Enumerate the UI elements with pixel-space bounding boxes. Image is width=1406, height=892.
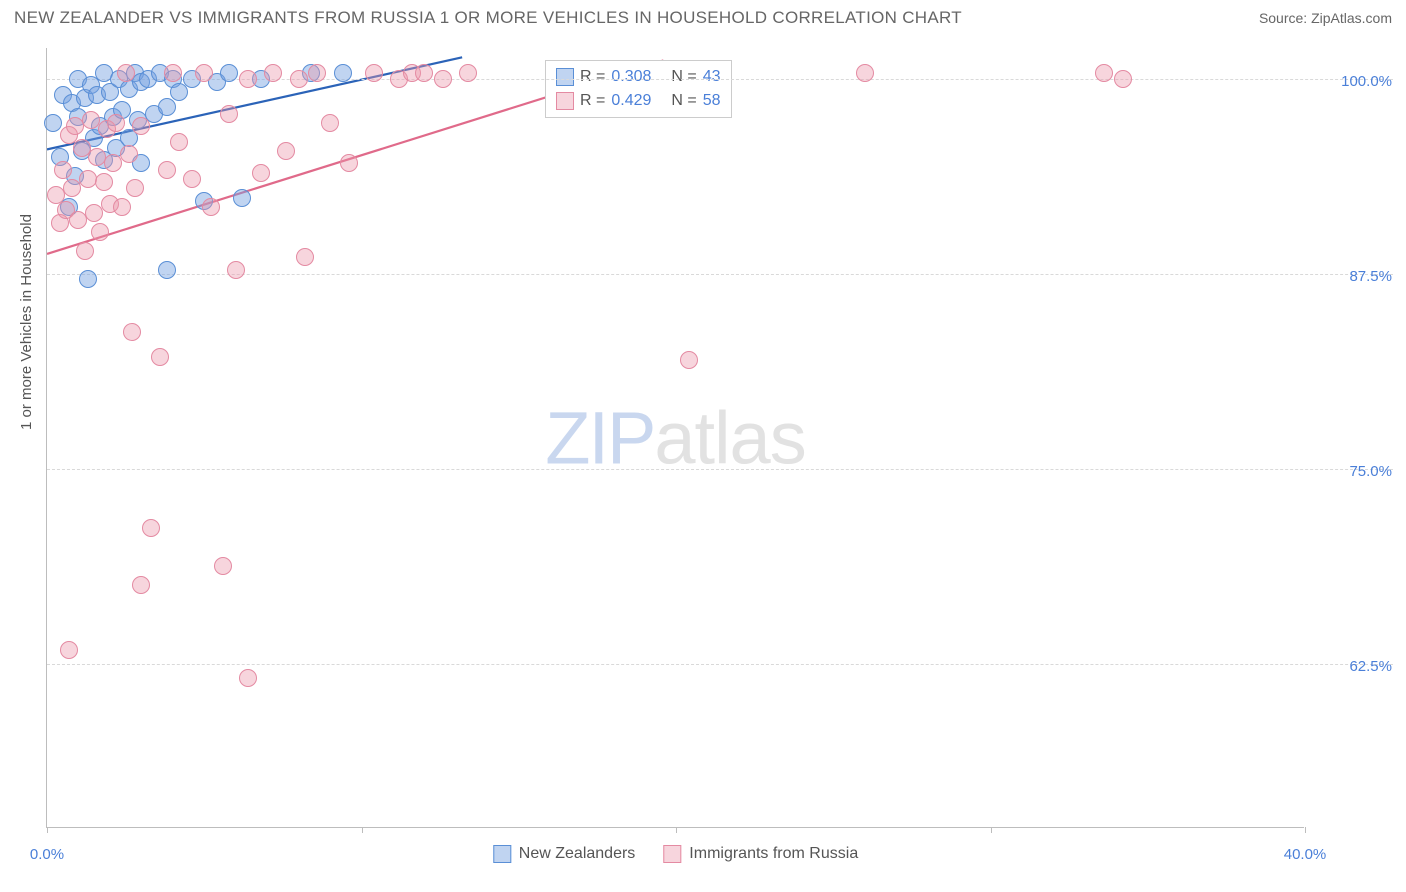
data-point: [214, 557, 232, 575]
data-point: [95, 173, 113, 191]
data-point: [220, 64, 238, 82]
data-point: [60, 641, 78, 659]
watermark-atlas: atlas: [654, 396, 805, 479]
data-point: [170, 133, 188, 151]
n-value: 43: [703, 68, 721, 86]
y-axis-title: 1 or more Vehicles in Household: [18, 214, 35, 430]
data-point: [239, 669, 257, 687]
data-point: [290, 70, 308, 88]
data-point: [277, 142, 295, 160]
data-point: [264, 64, 282, 82]
chart-header: NEW ZEALANDER VS IMMIGRANTS FROM RUSSIA …: [0, 0, 1406, 34]
gridline-h: [47, 274, 1393, 275]
data-point: [107, 114, 125, 132]
data-point: [126, 179, 144, 197]
watermark-zip: ZIP: [545, 396, 654, 479]
r-value: 0.308: [611, 68, 651, 86]
source-label: Source: ZipAtlas.com: [1259, 10, 1392, 26]
chart-title: NEW ZEALANDER VS IMMIGRANTS FROM RUSSIA …: [14, 8, 962, 28]
data-point: [44, 114, 62, 132]
data-point: [132, 117, 150, 135]
legend-item: Immigrants from Russia: [663, 845, 858, 863]
plot-area: ZIPatlas R =0.308N =43R =0.429N =58 New …: [46, 48, 1304, 828]
data-point: [158, 161, 176, 179]
r-label: R =: [580, 92, 605, 110]
data-point: [252, 164, 270, 182]
data-point: [296, 248, 314, 266]
series-legend: New Zealanders Immigrants from Russia: [493, 845, 858, 863]
legend-swatch: [556, 92, 574, 110]
gridline-h: [47, 469, 1393, 470]
x-tick: [362, 827, 363, 833]
y-tick-label: 87.5%: [1312, 268, 1392, 285]
data-point: [680, 351, 698, 369]
trend-lines: [47, 48, 1305, 828]
data-point: [76, 242, 94, 260]
x-tick: [47, 827, 48, 833]
x-tick: [1305, 827, 1306, 833]
data-point: [164, 64, 182, 82]
data-point: [233, 189, 251, 207]
x-tick: [991, 827, 992, 833]
data-point: [183, 170, 201, 188]
data-point: [151, 348, 169, 366]
data-point: [123, 323, 141, 341]
data-point: [1095, 64, 1113, 82]
legend-swatch: [663, 845, 681, 863]
data-point: [120, 145, 138, 163]
n-label: N =: [671, 68, 696, 86]
data-point: [195, 64, 213, 82]
data-point: [239, 70, 257, 88]
data-point: [220, 105, 238, 123]
x-tick-label: 0.0%: [30, 846, 64, 863]
data-point: [113, 198, 131, 216]
data-point: [415, 64, 433, 82]
data-point: [227, 261, 245, 279]
x-tick-label: 40.0%: [1284, 846, 1327, 863]
data-point: [340, 154, 358, 172]
watermark: ZIPatlas: [545, 395, 805, 480]
legend-label: New Zealanders: [519, 845, 636, 863]
plot-wrap: ZIPatlas R =0.308N =43R =0.429N =58 New …: [46, 48, 1392, 828]
x-tick: [676, 827, 677, 833]
stats-legend: R = 0.308 N = 43 R = 0.429 N = 58: [545, 60, 732, 118]
legend-swatch: [493, 845, 511, 863]
data-point: [54, 161, 72, 179]
r-value: 0.429: [611, 92, 651, 110]
data-point: [117, 64, 135, 82]
y-tick-label: 100.0%: [1312, 73, 1392, 90]
data-point: [321, 114, 339, 132]
legend-swatch: [556, 68, 574, 86]
data-point: [158, 98, 176, 116]
data-point: [202, 198, 220, 216]
data-point: [158, 261, 176, 279]
r-label: R =: [580, 68, 605, 86]
data-point: [1114, 70, 1132, 88]
data-point: [365, 64, 383, 82]
data-point: [91, 223, 109, 241]
data-point: [79, 270, 97, 288]
data-point: [459, 64, 477, 82]
data-point: [142, 519, 160, 537]
data-point: [434, 70, 452, 88]
data-point: [334, 64, 352, 82]
y-tick-label: 75.0%: [1312, 463, 1392, 480]
n-value: 58: [703, 92, 721, 110]
y-tick-label: 62.5%: [1312, 658, 1392, 675]
stats-row: R = 0.308 N = 43: [556, 65, 721, 89]
data-point: [856, 64, 874, 82]
gridline-h: [47, 664, 1393, 665]
data-point: [308, 64, 326, 82]
n-label: N =: [671, 92, 696, 110]
stats-row: R = 0.429 N = 58: [556, 89, 721, 113]
legend-label: Immigrants from Russia: [689, 845, 858, 863]
legend-item: New Zealanders: [493, 845, 636, 863]
data-point: [132, 576, 150, 594]
